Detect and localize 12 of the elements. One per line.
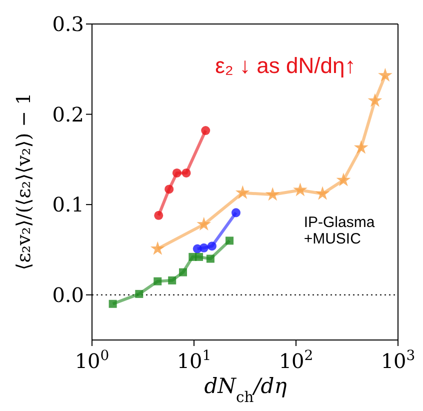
- y-tick-label: 0.1: [52, 192, 84, 217]
- y-tick-label: 0.0: [52, 282, 84, 307]
- x-tick-label: 10$^{0}$: [74, 348, 110, 373]
- x-tick-label: 10$^{3}$: [380, 348, 416, 373]
- y-tick-label: 0.3: [52, 12, 84, 36]
- y-tick-label: 0.2: [52, 102, 84, 126]
- y-axis-title: ⟨ε₂v₂⟩/(⟨ε₂⟩⟨v₂⟩) − 1: [13, 92, 35, 270]
- x-axis-title: dN$_{ch}$/dη: [204, 374, 288, 406]
- annotation: IP-Glasma +MUSIC: [304, 214, 376, 248]
- x-tick-label: 10$^{2}$: [278, 348, 314, 373]
- annotation: ε₂ ↓ as dN/dη↑: [215, 52, 356, 78]
- x-tick-label: 10$^{1}$: [176, 348, 212, 373]
